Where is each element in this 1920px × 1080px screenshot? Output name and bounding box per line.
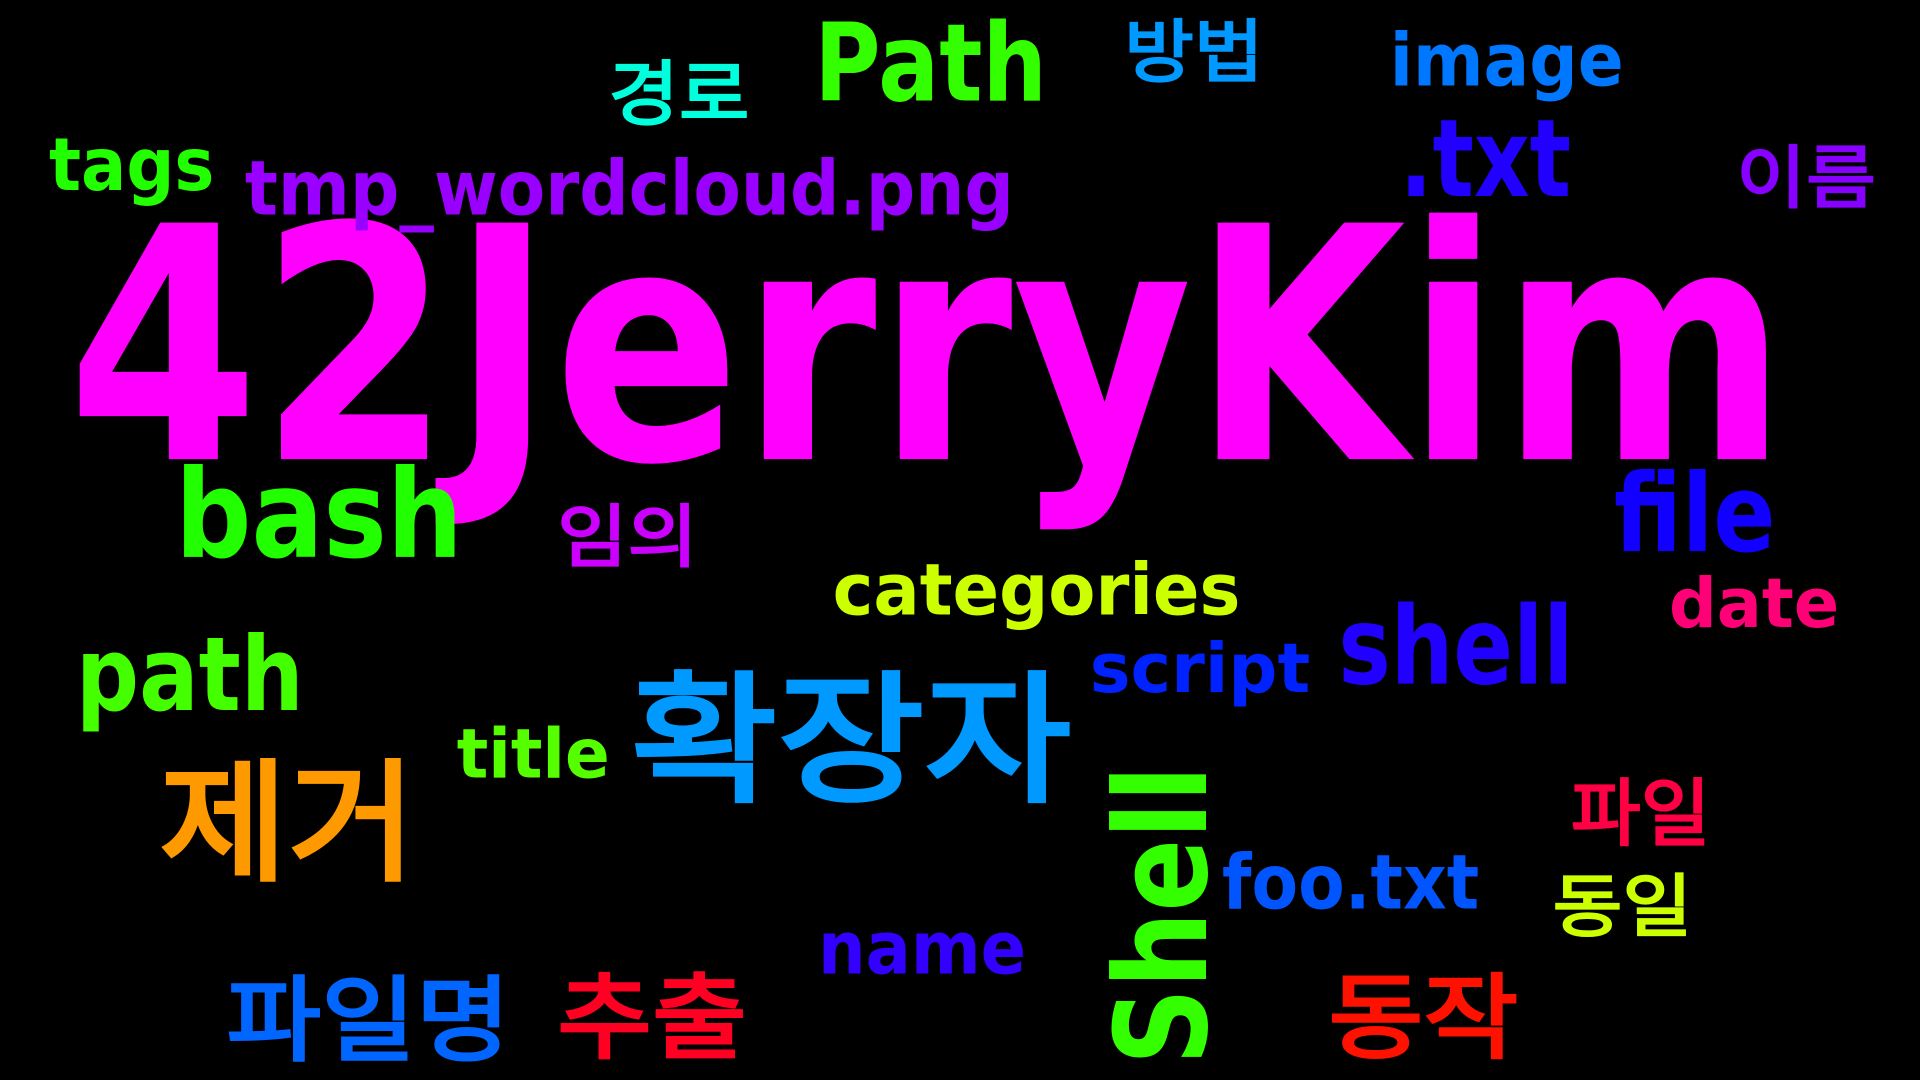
word: date (1669, 564, 1839, 644)
word: path (76, 616, 304, 735)
word: 파일 (1571, 772, 1711, 857)
word: Path (814, 1, 1047, 126)
word: name (818, 906, 1026, 991)
word: 방법 (1124, 13, 1264, 93)
word: tags (49, 123, 214, 208)
word: 제거 (159, 747, 416, 901)
word: .txt (1400, 97, 1571, 222)
word: image (1390, 19, 1624, 104)
word: categories (833, 549, 1241, 632)
word: 동일 (1553, 868, 1693, 948)
words: 42JerryKim Path 경로 방법 image tags tmp_wordcloud… (49, 1, 1876, 1075)
word: 추출 (557, 965, 747, 1073)
word: 이름 (1736, 139, 1876, 219)
word: Shell (1089, 765, 1237, 1065)
word: file (1614, 452, 1776, 577)
word: tmp_wordcloud.png (245, 144, 1014, 232)
word: 확장자 (631, 659, 1072, 824)
word: bash (175, 443, 463, 586)
word: script (1090, 629, 1310, 709)
word: foo.txt (1222, 839, 1479, 927)
word: 동작 (1329, 965, 1519, 1073)
word: 임의 (557, 498, 698, 578)
word: 경로 (609, 53, 750, 136)
word: 42JerryKim (67, 158, 1787, 536)
word: shell (1338, 584, 1573, 709)
word: title (457, 715, 610, 795)
word: 파일명 (227, 967, 511, 1075)
